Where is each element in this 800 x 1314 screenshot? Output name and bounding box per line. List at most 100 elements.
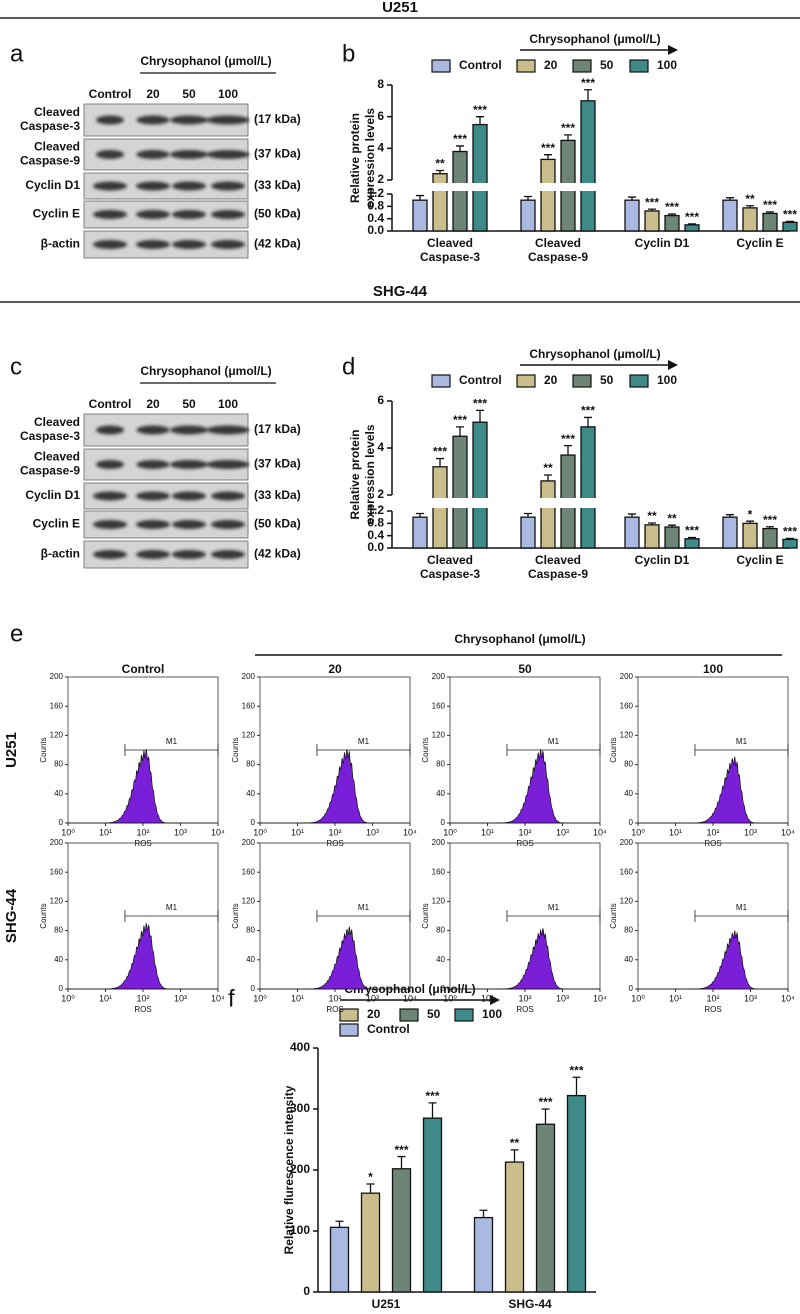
histogram [638,930,788,990]
column-label: 100 [703,662,723,676]
blot-band [172,550,206,559]
error-bar [668,213,676,216]
blot-size: (17 kDa) [254,112,301,126]
blot-size: (37 kDa) [254,147,301,161]
gate [506,910,601,922]
x-tick-label: 10² [328,827,341,837]
gate [694,910,789,922]
y-tick-label: 200 [50,672,64,681]
x-tick-label: 10⁰ [253,993,267,1003]
bar [520,199,536,232]
x-tick-label: 10⁰ [61,993,75,1003]
bar [664,526,680,549]
y-tick-label: 0 [59,984,64,993]
significance: ** [667,511,677,525]
y-axis-label: Counts [39,903,48,928]
panel-label: c [10,353,22,380]
blot-band [136,210,170,219]
significance: *** [685,524,699,538]
x-tick-label: U251 [372,1297,401,1309]
error-bar [726,197,734,201]
blot-band [96,460,124,469]
y-tick-label: 160 [50,867,64,876]
significance: ** [647,509,657,523]
arrow-head [668,45,678,55]
blot-band [211,520,245,529]
bar [644,210,660,232]
histogram [450,749,600,824]
panel-label: d [342,353,355,380]
blot-band [96,115,124,125]
blot-band [211,491,245,501]
x-tick-label: 10⁴ [403,993,417,1003]
legend-swatch [516,374,536,388]
significance: *** [665,200,679,214]
significance: ** [745,192,755,206]
legend-swatch [431,374,451,388]
histogram [260,926,410,990]
y-tick-label: 300 [290,1101,310,1115]
significance: *** [453,413,467,427]
blot-title: Chrysophanol (μmol/L) [140,54,271,68]
row-label: U251 [3,732,20,768]
error-bar [648,208,656,211]
legend-label: Control [459,58,502,72]
error-bar [456,145,464,152]
y-tick-label: 40 [246,955,255,964]
legend-swatch [399,1008,419,1022]
panel-label: f [228,985,235,1012]
y-tick-label: 0.0 [367,223,384,237]
bar [762,212,778,232]
y-tick-label: 200 [620,672,634,681]
y-tick-label: 40 [246,789,255,798]
blot-band [93,181,127,191]
lane-label: 50 [182,397,196,411]
y-tick-label: 120 [432,731,446,740]
y-tick-label: 0.0 [367,540,384,554]
axis-break [386,183,790,191]
x-tick-label: 10⁰ [631,993,645,1003]
legend-swatch [516,59,536,73]
blot-band [136,550,170,559]
arrow-head [668,360,678,370]
y-tick-label: 80 [54,926,63,935]
error-bar [766,211,774,214]
bar [504,1161,525,1293]
bar [540,158,556,232]
panel-label: a [10,40,24,67]
bar [580,426,596,549]
significance: ** [510,1136,520,1150]
y-tick-label: 200 [242,838,256,847]
blot-row-label: Caspase-9 [20,154,80,168]
y-tick-label: 0 [251,984,256,993]
y-tick-label: 40 [436,955,445,964]
x-tick-label: 10¹ [481,993,494,1003]
blot-row-label: Cleaved [34,415,80,429]
bar [782,221,798,232]
blot-band [93,210,127,219]
x-tick-label: 10² [518,827,531,837]
blot-row-label: Caspase-9 [20,464,80,478]
bar [391,1168,412,1293]
x-tick-label: 10⁴ [403,827,417,837]
significance: *** [538,1095,552,1109]
blot-band [206,150,250,159]
y-tick-label: 120 [50,897,64,906]
y-tick-label: 400 [290,1040,310,1054]
x-tick-label: 10² [706,993,719,1003]
blot-band [136,491,170,501]
y-tick-label: 80 [246,926,255,935]
x-tick-label: 10¹ [669,993,682,1003]
blot-band [211,240,245,249]
x-tick-label: 10² [518,993,531,1003]
blot-row-label: Cleaved [34,450,80,464]
y-tick-label: 100 [290,1223,310,1237]
gate [316,910,411,922]
legend-label: 20 [544,58,558,72]
x-tick-label: 10¹ [669,827,682,837]
gate-label: M1 [736,737,748,746]
blot-band [172,181,206,191]
significance: *** [763,513,777,527]
error-bar [416,512,424,518]
bar [566,1094,587,1293]
